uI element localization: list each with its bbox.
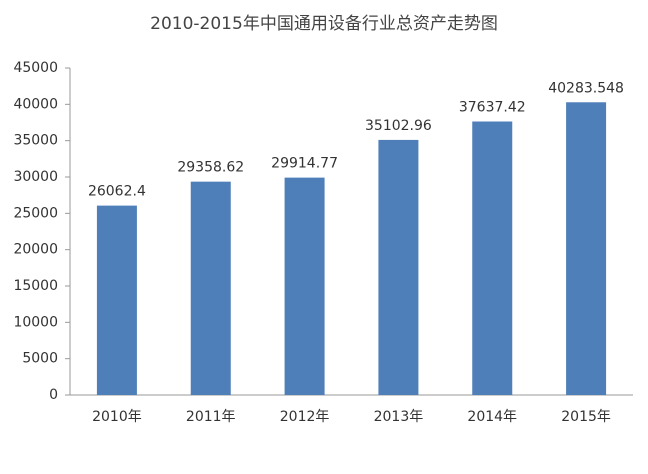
y-tick-label: 30000	[13, 169, 58, 185]
y-tick-label: 25000	[13, 205, 58, 221]
data-label: 26062.4	[88, 184, 146, 200]
y-tick-label: 15000	[13, 278, 58, 294]
y-tick-label: 10000	[13, 314, 58, 330]
bar	[472, 121, 513, 396]
chart-title: 2010-2015年中国通用设备行业总资产走势图	[150, 14, 498, 34]
x-tick-label: 2015年	[561, 409, 611, 425]
bar	[190, 181, 231, 395]
data-label: 29358.62	[177, 160, 244, 176]
y-tick-label: 0	[49, 387, 58, 403]
data-label: 29914.77	[271, 156, 338, 172]
data-label: 35102.96	[365, 118, 432, 134]
data-label: 37637.42	[459, 100, 526, 116]
data-label: 40283.548	[548, 80, 624, 96]
x-tick-label: 2014年	[467, 409, 517, 425]
bar	[96, 205, 137, 395]
bar	[566, 102, 607, 395]
y-tick-label: 45000	[13, 60, 58, 76]
y-tick-label: 35000	[13, 133, 58, 149]
bar	[284, 177, 325, 395]
x-tick-label: 2013年	[374, 409, 424, 425]
x-tick-label: 2011年	[186, 409, 236, 425]
y-tick-label: 20000	[13, 242, 58, 258]
x-tick-label: 2010年	[92, 409, 142, 425]
y-tick-label: 5000	[22, 351, 58, 367]
bar	[378, 139, 419, 395]
x-tick-label: 2012年	[280, 409, 330, 425]
y-tick-label: 40000	[13, 96, 58, 112]
